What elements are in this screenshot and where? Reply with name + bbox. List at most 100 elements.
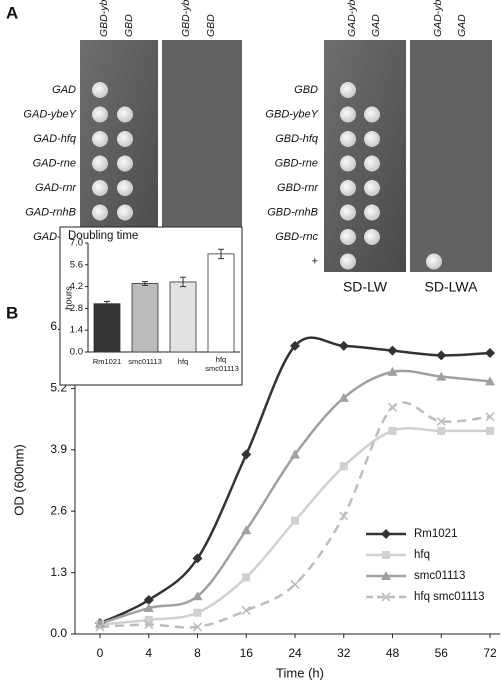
point [192, 553, 203, 564]
inset-y-tick-label: 0.0 [70, 347, 83, 358]
point [143, 594, 154, 605]
inset-title: Doubling time [68, 230, 138, 242]
point [193, 608, 202, 617]
colony [340, 204, 356, 221]
colony [117, 180, 133, 196]
y-tick-label: 1.3 [50, 565, 67, 579]
x-tick-label: 24 [288, 646, 302, 660]
point [382, 551, 390, 559]
x-tick-label: 8 [194, 646, 201, 660]
colony [117, 155, 133, 172]
column-label: GAD [370, 14, 382, 37]
inset-y-tick-label: 7.0 [70, 238, 83, 249]
y-tick-label: 0.0 [50, 626, 67, 640]
colony [340, 180, 356, 196]
series-line [99, 401, 491, 629]
x-axis-label: Time (h) [276, 665, 324, 680]
column-label: GBD [123, 14, 135, 37]
colony [364, 180, 380, 196]
point [192, 622, 203, 632]
row-label: GAD [52, 84, 76, 96]
point [388, 426, 397, 435]
colony [364, 229, 380, 245]
point [486, 426, 494, 435]
y-axis-label: OD (600nm) [11, 444, 26, 516]
colony [92, 106, 108, 123]
inset-x-tick-label: hfq smc01113 [203, 355, 239, 373]
colony [117, 131, 133, 147]
series-line [99, 336, 491, 625]
point [381, 529, 391, 539]
point [339, 511, 349, 521]
inset-y-tick-label: 5.6 [70, 259, 83, 270]
point [241, 525, 252, 535]
point [144, 619, 154, 630]
colony [92, 180, 108, 196]
colony [364, 204, 380, 221]
bar [131, 283, 159, 353]
row-label: GAD-rne [33, 157, 76, 169]
point [192, 591, 203, 601]
colony [340, 82, 356, 98]
column-label: GAD-ybeY [346, 0, 358, 37]
point [381, 571, 391, 580]
plate-image [410, 40, 492, 272]
row-label: GBD-ybeY [265, 108, 318, 120]
row-label: GAD-hfq [33, 133, 77, 145]
point [436, 371, 447, 381]
row-label: GAD-ybeY [23, 108, 76, 120]
x-tick-label: 4 [145, 646, 152, 660]
inset-x-tick-label: Rm1021 [93, 357, 121, 366]
point [144, 615, 153, 624]
colony [426, 253, 442, 270]
error-bar [218, 248, 224, 260]
row-label: GBD-rnc [275, 231, 318, 243]
point [95, 622, 105, 632]
colony [364, 131, 380, 147]
panel-label: B [6, 303, 18, 322]
series-line [99, 369, 491, 625]
point [143, 603, 154, 613]
colony [92, 131, 108, 147]
point [387, 402, 398, 412]
inset-y-label: hours [64, 286, 75, 310]
column-label: GAD-ybeY [432, 0, 444, 37]
inset-x-tick-label: hfq [178, 357, 188, 366]
inset-y-tick-label: 1.4 [70, 325, 83, 336]
row-label: GBD-hfq [275, 133, 319, 145]
legend-label: smc01113 [414, 570, 465, 582]
x-tick-label: 72 [483, 646, 497, 660]
row-label: GBD-rnhB [267, 206, 318, 218]
row-label: GBD [294, 84, 318, 96]
inset-y-tick-label: 4.2 [70, 281, 83, 292]
column-label: GBD [205, 14, 217, 37]
colony [117, 204, 133, 221]
error-bar [104, 300, 110, 307]
row-label: + [312, 255, 318, 267]
error-bar [180, 276, 186, 288]
panel-label: A [6, 3, 18, 22]
column-label: GAD [456, 14, 468, 37]
plate-label: SD-LWA [425, 279, 479, 295]
inset-y-tick-label: 2.8 [70, 303, 83, 314]
x-tick-label: 32 [337, 646, 351, 660]
point [387, 366, 398, 376]
point [437, 426, 446, 435]
point [485, 412, 495, 422]
colony [92, 82, 108, 98]
point [436, 416, 446, 427]
colony [340, 131, 356, 147]
point [290, 449, 300, 459]
point [290, 340, 300, 351]
x-tick-label: 16 [240, 646, 254, 660]
colony [92, 155, 108, 172]
error-bar [142, 281, 148, 286]
point [338, 392, 349, 402]
column-label: GBD-ybeY [180, 0, 192, 37]
bar [93, 303, 121, 353]
colony [340, 155, 356, 172]
bar [207, 253, 235, 353]
point [291, 516, 299, 525]
point [485, 347, 495, 358]
